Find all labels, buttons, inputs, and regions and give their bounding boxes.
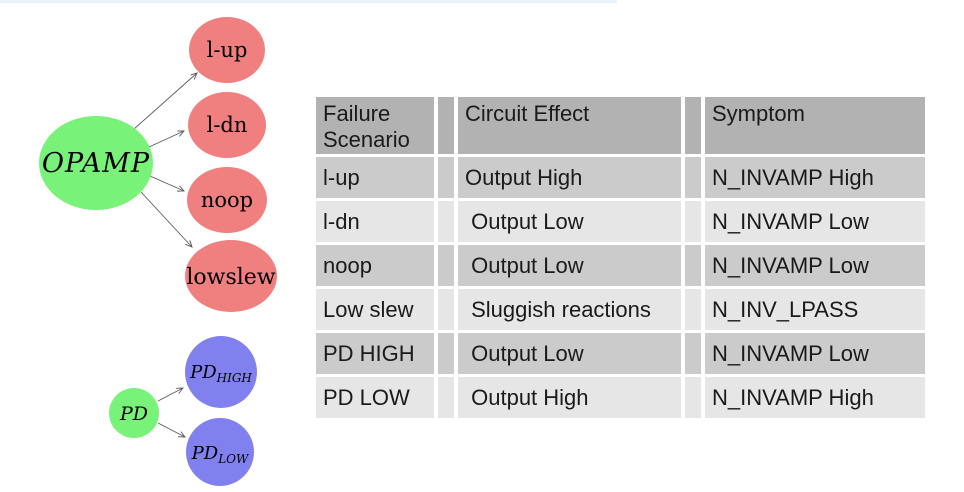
cell-symptom: N_INV_LPASS bbox=[705, 289, 925, 330]
pd-low-base: PD bbox=[191, 443, 219, 464]
cell-scenario: Low slew bbox=[316, 289, 434, 330]
node-lowslew: lowslew bbox=[185, 240, 277, 312]
cell-effect: Output Low bbox=[458, 245, 681, 286]
node-pd-low: PDLOW bbox=[186, 418, 254, 486]
cell-spacer bbox=[685, 377, 701, 418]
header-failure-scenario: Failure Scenario bbox=[316, 97, 434, 154]
node-lowslew-label: lowslew bbox=[186, 265, 275, 290]
cell-symptom: N_INVAMP Low bbox=[705, 245, 925, 286]
header-symptom: Symptom bbox=[705, 97, 925, 154]
cell-spacer bbox=[438, 157, 454, 198]
cell-spacer bbox=[685, 333, 701, 374]
edge-opamp-noop bbox=[149, 175, 184, 191]
node-noop: noop bbox=[187, 167, 267, 233]
node-l-up-label: l-up bbox=[207, 38, 248, 62]
node-l-up: l-up bbox=[189, 17, 265, 83]
node-pd-label: PD bbox=[119, 403, 148, 425]
cell-spacer bbox=[685, 245, 701, 286]
cell-effect: Output High bbox=[458, 157, 681, 198]
cell-scenario: l-dn bbox=[316, 201, 434, 242]
edge-pd-pd-low bbox=[157, 422, 185, 437]
pd-high-subscript: HIGH bbox=[216, 371, 253, 385]
window-top-edge bbox=[0, 0, 617, 3]
node-l-dn-label: l-dn bbox=[207, 113, 248, 137]
cell-spacer bbox=[438, 377, 454, 418]
cell-symptom: N_INVAMP Low bbox=[705, 201, 925, 242]
cell-symptom: N_INVAMP Low bbox=[705, 333, 925, 374]
edge-opamp-l-dn bbox=[148, 131, 184, 148]
cell-spacer bbox=[685, 157, 701, 198]
cell-scenario: PD HIGH bbox=[316, 333, 434, 374]
cell-symptom: N_INVAMP High bbox=[705, 157, 925, 198]
failure-scenario-table: Failure Scenario Circuit Effect Symptom … bbox=[316, 97, 925, 418]
node-opamp-label: OPAMP bbox=[42, 148, 150, 179]
node-noop-label: noop bbox=[201, 188, 253, 212]
node-pd-high: PDHIGH bbox=[185, 336, 257, 408]
node-pd: PD bbox=[109, 388, 159, 438]
header-spacer bbox=[438, 97, 454, 154]
cell-effect: Output Low bbox=[458, 201, 681, 242]
cell-spacer bbox=[438, 245, 454, 286]
edge-opamp-lowslew bbox=[140, 191, 192, 247]
cell-scenario: PD LOW bbox=[316, 377, 434, 418]
header-circuit-effect: Circuit Effect bbox=[458, 97, 681, 154]
pd-high-base: PD bbox=[189, 362, 217, 383]
fault-tree-diagram: OPAMP l-up l-dn noop lowslew PD PDHIGH bbox=[39, 17, 277, 486]
node-l-dn: l-dn bbox=[188, 92, 266, 158]
header-spacer bbox=[685, 97, 701, 154]
cell-spacer bbox=[438, 201, 454, 242]
cell-spacer bbox=[685, 289, 701, 330]
node-opamp: OPAMP bbox=[39, 116, 153, 210]
node-pd-low-label: PDLOW bbox=[191, 443, 250, 466]
edge-opamp-l-up bbox=[133, 73, 197, 130]
cell-effect: Output Low bbox=[458, 333, 681, 374]
cell-spacer bbox=[685, 201, 701, 242]
cell-scenario: noop bbox=[316, 245, 434, 286]
node-pd-high-label: PDHIGH bbox=[189, 362, 252, 385]
cell-symptom: N_INVAMP High bbox=[705, 377, 925, 418]
cell-effect: Sluggish reactions bbox=[458, 289, 681, 330]
cell-effect: Output High bbox=[458, 377, 681, 418]
edge-pd-pd-high bbox=[157, 388, 183, 402]
cell-scenario: l-up bbox=[316, 157, 434, 198]
pd-low-subscript: LOW bbox=[217, 452, 250, 466]
cell-spacer bbox=[438, 333, 454, 374]
cell-spacer bbox=[438, 289, 454, 330]
